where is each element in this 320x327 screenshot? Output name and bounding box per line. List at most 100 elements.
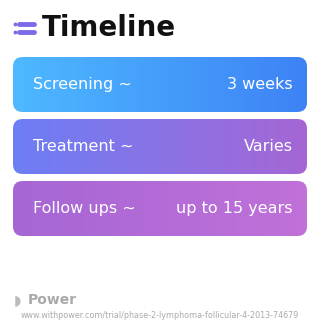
Bar [166,181,168,236]
Bar [68,57,70,112]
Bar [184,57,186,112]
Bar [129,57,131,112]
Bar [111,181,113,236]
Bar [52,57,54,112]
Bar [50,119,52,174]
Bar [44,119,47,174]
Bar [301,181,303,236]
Bar [164,119,166,174]
Bar [46,119,49,174]
Bar [144,119,147,174]
Bar [254,57,256,112]
FancyBboxPatch shape [13,57,307,112]
Bar [160,181,162,236]
Bar [42,57,45,112]
Bar [201,119,204,174]
Bar [301,119,303,174]
Bar [184,119,186,174]
Bar [228,57,231,112]
Bar [215,57,217,112]
Bar [105,119,108,174]
Bar [303,119,305,174]
Bar [156,119,158,174]
Bar [93,181,96,236]
Bar [254,181,256,236]
Bar [235,119,237,174]
Bar [297,57,300,112]
Bar [230,181,233,236]
Bar [140,119,143,174]
Bar [166,119,168,174]
Bar [150,119,152,174]
Bar [299,181,301,236]
Bar [191,57,194,112]
Bar [87,119,90,174]
Text: www.withpower.com/trial/phase-2-lymphoma-follicular-4-2013-74679: www.withpower.com/trial/phase-2-lymphoma… [21,312,299,320]
Bar [58,119,60,174]
Bar [113,119,115,174]
Bar [68,119,70,174]
Bar [90,181,92,236]
Bar [221,57,223,112]
Bar [27,181,29,236]
Bar [19,57,21,112]
Bar [119,57,121,112]
Bar [119,119,121,174]
Bar [178,57,180,112]
Bar [170,57,172,112]
Bar [268,57,270,112]
Bar [248,181,251,236]
Bar [87,181,90,236]
Bar [181,119,184,174]
Bar [270,119,272,174]
Bar [123,119,125,174]
Bar [129,181,131,236]
Bar [162,57,164,112]
Bar [209,119,211,174]
Bar [131,57,133,112]
Bar [127,119,129,174]
Bar [21,181,23,236]
Bar [152,119,155,174]
Bar [186,57,188,112]
Bar [23,119,25,174]
Bar [264,57,266,112]
Bar [99,181,101,236]
Text: up to 15 years: up to 15 years [177,201,293,216]
Bar [58,181,60,236]
Bar [242,181,244,236]
Bar [17,119,19,174]
Text: Follow ups ~: Follow ups ~ [33,201,136,216]
Bar [60,119,62,174]
Bar [291,57,293,112]
Bar [19,181,21,236]
Bar [178,181,180,236]
Bar [205,57,207,112]
Bar [31,181,33,236]
Bar [80,57,82,112]
Bar [70,119,72,174]
Bar [285,181,288,236]
Bar [205,119,207,174]
Bar [305,57,307,112]
Bar [284,57,286,112]
Bar [228,119,231,174]
Bar [134,57,137,112]
Bar [76,119,78,174]
Bar [13,181,15,236]
Bar [13,57,15,112]
Bar [139,181,141,236]
Bar [105,57,108,112]
Bar [293,181,296,236]
Bar [199,119,202,174]
Bar [115,57,117,112]
Bar [203,181,205,236]
Bar [54,57,56,112]
Bar [56,181,58,236]
Bar [282,181,284,236]
Bar [109,57,111,112]
Bar [13,119,15,174]
Bar [107,57,109,112]
Text: Screening ~: Screening ~ [33,77,132,92]
Bar [80,119,82,174]
